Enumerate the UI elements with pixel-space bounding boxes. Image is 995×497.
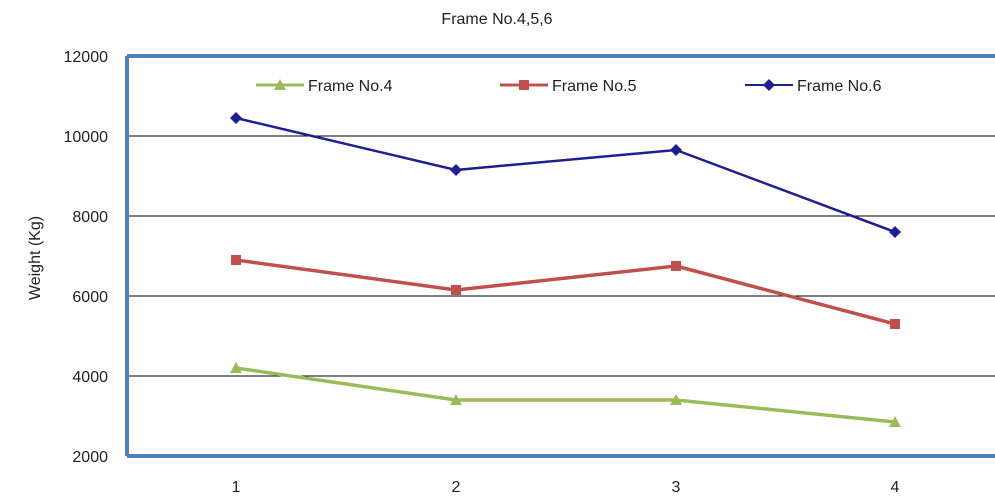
- series-3: [230, 112, 901, 238]
- data-point-triangle: [450, 394, 462, 405]
- legend-label: Frame No.5: [552, 78, 637, 95]
- data-point-triangle: [670, 394, 682, 405]
- y-tick-label: 10000: [64, 129, 109, 146]
- x-tick-label: 1: [232, 479, 241, 496]
- data-point-square: [231, 255, 241, 265]
- data-point-diamond: [889, 226, 901, 238]
- x-tick-label: 4: [891, 479, 900, 496]
- series-line: [235, 258, 896, 326]
- data-point-square: [671, 261, 681, 271]
- legend-label: Frame No.6: [797, 78, 882, 95]
- x-tick-label: 3: [672, 479, 681, 496]
- legend-marker: [274, 79, 286, 90]
- series-line: [235, 116, 896, 234]
- series-2: [231, 255, 900, 329]
- y-tick-label: 12000: [64, 49, 109, 66]
- data-point-square: [890, 319, 900, 329]
- y-tick-label: 6000: [72, 289, 108, 306]
- tick-labels: 2000 4000 6000 8000 10000 12000 1 2 3 4: [64, 49, 900, 496]
- y-tick-label: 2000: [72, 449, 108, 466]
- legend-marker: [763, 79, 775, 91]
- legend-label: Frame No.4: [308, 78, 393, 95]
- y-tick-label: 8000: [72, 209, 108, 226]
- y-axis-label: Weight (Kg): [27, 216, 44, 300]
- series-layer: [230, 112, 901, 427]
- data-point-diamond: [450, 164, 462, 176]
- axes: [125, 54, 995, 458]
- legend-marker: [519, 80, 529, 90]
- series-line: [235, 366, 896, 424]
- data-point-triangle: [889, 416, 901, 427]
- y-tick-label: 4000: [72, 369, 108, 386]
- data-point-diamond: [670, 144, 682, 156]
- legend-item-3: Frame No.6: [745, 78, 882, 95]
- data-point-triangle: [230, 362, 242, 373]
- data-point-diamond: [230, 112, 242, 124]
- gridlines: [127, 135, 995, 377]
- legend-item-1: Frame No.4: [256, 78, 393, 95]
- legend-item-2: Frame No.5: [500, 78, 637, 95]
- series-1: [230, 362, 901, 427]
- legend: Frame No.4 Frame No.5 Frame No.6: [256, 78, 882, 95]
- data-point-square: [451, 285, 461, 295]
- chart-title: Frame No.4,5,6: [441, 11, 552, 28]
- x-tick-label: 2: [452, 479, 461, 496]
